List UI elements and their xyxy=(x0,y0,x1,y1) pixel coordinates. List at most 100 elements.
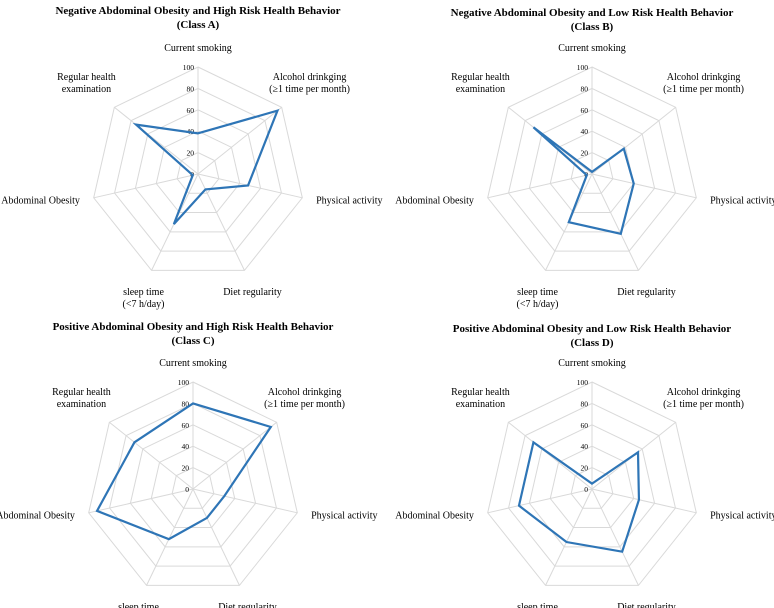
tick-label: 60 xyxy=(187,106,195,115)
axis-label: (≥1 time per month) xyxy=(264,399,345,410)
axis-spoke xyxy=(591,173,639,271)
tick-label: 100 xyxy=(577,378,589,387)
grid-ring xyxy=(487,381,697,586)
tick-label: 20 xyxy=(182,464,190,473)
axis-label: Regular health xyxy=(451,72,510,83)
grid-ring xyxy=(129,424,257,548)
axis-spoke xyxy=(591,173,697,199)
chart-title: (Class C) xyxy=(171,335,214,347)
axis-spoke xyxy=(192,488,240,586)
axis-spoke xyxy=(508,421,593,490)
radar-chart-2: Negative Abdominal Obesity and Low Risk … xyxy=(395,7,774,310)
axis-label: Diet regularity xyxy=(218,602,277,608)
tick-label: 40 xyxy=(581,127,589,136)
axis-label: Diet regularity xyxy=(617,287,676,298)
axis-label: Physical activity xyxy=(710,511,774,522)
axis-label: sleep time xyxy=(123,287,164,298)
axis-label: sleep time xyxy=(118,602,159,608)
grid-ring xyxy=(528,109,656,233)
tick-label: 40 xyxy=(581,442,589,451)
axis-spoke xyxy=(591,488,639,586)
grid-ring xyxy=(549,130,635,214)
chart-title: (Class D) xyxy=(570,337,613,349)
tick-label: 20 xyxy=(581,464,589,473)
axis-label: examination xyxy=(456,84,505,95)
axis-label: Regular health xyxy=(57,72,116,83)
grid-ring xyxy=(508,87,676,252)
axis-label: examination xyxy=(456,399,505,410)
axis-label: Abdominal Obesity xyxy=(1,196,80,207)
axis-label: Diet regularity xyxy=(223,287,282,298)
tick-label: 60 xyxy=(182,421,190,430)
tick-label: 100 xyxy=(577,63,589,72)
axis-spoke xyxy=(192,488,298,514)
axis-label: Current smoking xyxy=(558,358,626,369)
series-line xyxy=(132,108,280,225)
axis-label: (≥1 time per month) xyxy=(269,84,350,95)
axis-label: examination xyxy=(62,84,111,95)
axis-label: Regular health xyxy=(451,387,510,398)
tick-label: 0 xyxy=(185,485,189,494)
grid-ring xyxy=(155,130,241,214)
grid-ring xyxy=(88,381,298,586)
axis-label: Physical activity xyxy=(316,196,382,207)
axis-spoke xyxy=(192,421,277,490)
axis-label: Regular health xyxy=(52,387,111,398)
grid-ring xyxy=(570,467,614,509)
grid-ring xyxy=(134,109,262,233)
tick-label: 40 xyxy=(182,442,190,451)
axis-label: Physical activity xyxy=(710,196,774,207)
series-line xyxy=(95,402,273,541)
grid-ring xyxy=(171,467,215,509)
axis-spoke xyxy=(487,488,593,514)
grid-ring xyxy=(109,402,277,567)
grid-ring xyxy=(487,66,697,271)
tick-label: 20 xyxy=(581,149,589,158)
chart-title: Negative Abdominal Obesity and High Risk… xyxy=(55,5,340,17)
radar-chart-1: Negative Abdominal Obesity and High Risk… xyxy=(1,5,382,310)
grid-ring xyxy=(508,402,676,567)
axis-label: Alcohol drinkging xyxy=(667,387,741,398)
axis-label: Abdominal Obesity xyxy=(0,511,75,522)
axis-label: Current smoking xyxy=(164,43,232,54)
tick-label: 80 xyxy=(187,84,195,93)
chart-title: Negative Abdominal Obesity and Low Risk … xyxy=(451,7,734,19)
axis-label: (≥1 time per month) xyxy=(663,399,744,410)
axis-spoke xyxy=(146,488,194,586)
radar-chart-4: Positive Abdominal Obesity and Low Risk … xyxy=(395,323,774,608)
grid-ring xyxy=(93,66,303,271)
series-line xyxy=(517,440,641,553)
axis-label: sleep time xyxy=(517,287,558,298)
chart-title: (Class B) xyxy=(571,21,614,33)
chart-title: Positive Abdominal Obesity and High Risk… xyxy=(53,321,334,333)
grid-ring xyxy=(150,445,236,529)
axis-label: Alcohol drinkging xyxy=(273,72,347,83)
axis-spoke xyxy=(93,173,199,199)
axis-spoke xyxy=(487,173,593,199)
axis-label: (≥1 time per month) xyxy=(663,84,744,95)
tick-label: 60 xyxy=(581,106,589,115)
axis-label: Abdominal Obesity xyxy=(395,196,474,207)
axis-label: Alcohol drinkging xyxy=(268,387,342,398)
radar-chart-3: Positive Abdominal Obesity and High Risk… xyxy=(0,321,378,608)
axis-label: Alcohol drinkging xyxy=(667,72,741,83)
axis-spoke xyxy=(88,488,194,514)
series-line xyxy=(532,126,635,236)
axis-spoke xyxy=(197,173,303,199)
axis-label: Current smoking xyxy=(159,358,227,369)
tick-label: 100 xyxy=(183,63,195,72)
tick-label: 0 xyxy=(584,485,588,494)
axis-spoke xyxy=(109,421,194,490)
tick-label: 80 xyxy=(581,399,589,408)
axis-label: (<7 h/day) xyxy=(516,299,558,310)
axis-label: sleep time xyxy=(517,602,558,608)
chart-title: (Class A) xyxy=(177,19,220,31)
axis-label: Physical activity xyxy=(311,511,377,522)
tick-label: 100 xyxy=(178,378,190,387)
axis-label: (<7 h/day) xyxy=(122,299,164,310)
tick-label: 80 xyxy=(581,84,589,93)
axis-label: Diet regularity xyxy=(617,602,676,608)
tick-label: 60 xyxy=(581,421,589,430)
axis-spoke xyxy=(591,488,697,514)
